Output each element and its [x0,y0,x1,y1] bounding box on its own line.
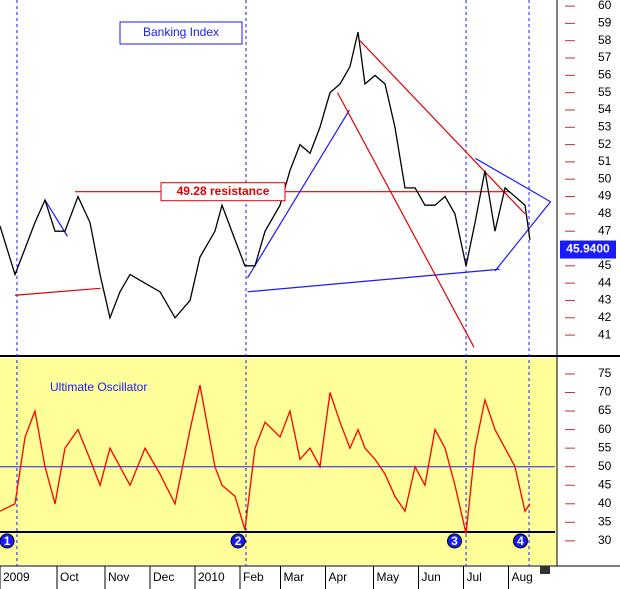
y-tick-label: 42 [598,310,612,324]
last-price-label: 45.9400 [566,242,610,256]
y-tick-label: 51 [598,154,612,168]
event-marker [230,533,246,549]
trendline [44,199,69,237]
series-line [0,31,531,320]
y-tick-label: 30 [598,533,612,547]
x-tick-label: Jul [467,570,482,584]
event-marker [513,533,528,549]
y-tick-label: 50 [598,171,612,185]
x-tick-label: 2010 [198,570,225,584]
trendline [247,268,500,293]
chart-title: Ultimate Oscillator [50,380,147,394]
x-tick-label: Nov [108,570,129,584]
x-tick-label: Feb [243,570,264,584]
event-marker [447,533,462,549]
y-tick-label: 43 [598,293,612,307]
trendline [359,40,526,215]
x-tick-label: Jun [422,570,441,584]
y-tick-label: 58 [598,33,612,47]
x-tick-label: Mar [284,570,305,584]
event-marker [0,533,15,549]
y-tick-label: 53 [598,119,612,133]
trendline [475,157,552,272]
annotation: 49.28 resistance [177,184,270,198]
y-tick-label: 44 [598,275,612,289]
trendline [336,92,475,348]
annotation-box [160,182,286,202]
oscillator-panel [0,358,557,565]
x-tick-label: Aug [512,570,533,584]
x-tick-label: Oct [60,570,79,584]
event-marker-label: 1 [4,534,11,548]
y-tick-label: 47 [598,223,612,237]
y-tick-label: 41 [598,327,612,341]
y-tick-label: 40 [598,496,612,510]
y-tick-label: 59 [598,16,612,30]
chart-title: Banking Index [143,25,219,39]
y-tick-label: 48 [598,206,612,220]
y-tick-label: 50 [598,459,612,473]
trendline [14,287,101,296]
x-tick-label: Dec [153,570,174,584]
x-tick-label: 2009 [3,570,30,584]
event-marker-label: 4 [517,534,524,548]
y-tick-label: 35 [598,515,612,529]
y-tick-label: 75 [598,366,612,380]
y-tick-label: 45 [598,258,612,272]
y-tick-label: 49 [598,189,612,203]
last-price-box [560,240,616,259]
trendline [246,109,351,279]
y-tick-label: 56 [598,68,612,82]
event-marker-label: 2 [235,534,242,548]
x-tick-label: May [377,570,400,584]
x-tick-label: Apr [329,570,348,584]
scroll-box [540,566,550,574]
event-marker-label: 3 [451,534,458,548]
title-box [119,21,243,45]
series-line [0,384,531,534]
y-tick-label: 60 [598,422,612,436]
y-tick-label: 45 [598,477,612,491]
y-tick-label: 55 [598,85,612,99]
y-tick-label: 54 [598,102,612,116]
y-tick-label: 65 [598,403,612,417]
y-tick-label: 70 [598,385,612,399]
y-tick-label: 57 [598,50,612,64]
y-tick-label: 60 [598,0,612,12]
y-tick-label: 52 [598,137,612,151]
y-tick-label: 55 [598,440,612,454]
